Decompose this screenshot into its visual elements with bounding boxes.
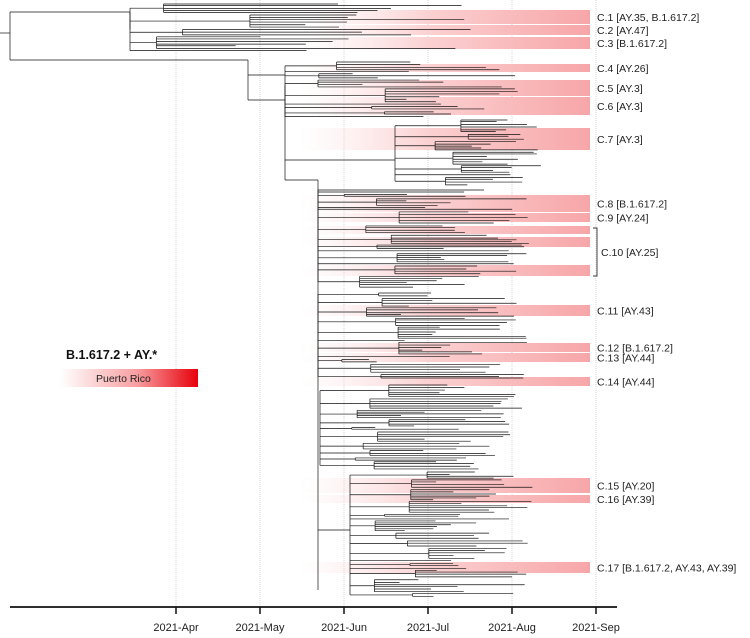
clade-band	[300, 377, 590, 386]
clade-labels: C.1 [AY.35, B.1.617.2]C.2 [AY.47]C.3 [B.…	[593, 12, 736, 575]
clade-bands	[300, 10, 590, 573]
clade-band	[300, 353, 590, 362]
clade-band	[300, 343, 590, 352]
clade-label: C.6 [AY.3]	[597, 101, 643, 113]
clade-band	[300, 305, 590, 316]
clade-band	[300, 478, 590, 493]
clade-label: C.9 [AY.24]	[597, 213, 649, 225]
clade-label: C.8 [B.1.617.2]	[597, 199, 667, 211]
legend-color-bar	[60, 369, 198, 387]
clade-label: C.7 [AY.3]	[597, 134, 643, 146]
axis-tick-label: 2021-Sep	[572, 622, 620, 634]
clade-band	[300, 237, 590, 247]
clade-band	[300, 128, 590, 150]
axis-tick-label: 2021-Jun	[321, 622, 367, 634]
clade-band	[300, 25, 590, 35]
axis-tick-label: 2021-Aug	[488, 622, 536, 634]
legend-bar-label: Puerto Rico	[96, 373, 151, 385]
clade-label: C.12 [B.1.617.2]	[597, 343, 673, 355]
clade-label: C.13 [AY.44]	[597, 353, 654, 365]
axis-tick-label: 2021-May	[236, 622, 285, 634]
clade-label: C.10 [AY.25]	[601, 247, 658, 259]
clade-label: C.3 [B.1.617.2]	[597, 38, 667, 50]
clade-band	[300, 64, 590, 72]
clade-label: C.14 [AY.44]	[597, 377, 654, 389]
axis-tick-label: 2021-Apr	[153, 622, 199, 634]
clade-band	[300, 10, 590, 24]
axis-tick-label: 2021-Jul	[407, 622, 449, 634]
clade-label: C.16 [AY.39]	[597, 494, 654, 506]
time-axis: 2021-Apr 2021-May 2021-Jun 2021-Jul 2021-Aug…	[10, 606, 620, 634]
clade-band	[300, 37, 590, 49]
clade-label: C.2 [AY.47]	[597, 25, 649, 37]
clade-label: C.1 [AY.35, B.1.617.2]	[597, 12, 699, 24]
clade-label: C.4 [AY.26]	[597, 63, 649, 75]
clade-bracket	[593, 227, 598, 277]
legend: B.1.617.2 + AY.* Puerto Rico	[60, 348, 198, 387]
clade-label: C.5 [AY.3]	[597, 83, 643, 95]
clade-band	[300, 97, 590, 115]
tree-branches	[0, 3, 541, 597]
clade-band	[300, 562, 590, 573]
clade-band	[300, 265, 590, 276]
clade-label: C.17 [B.1.617.2, AY.43, AY.39]	[597, 563, 736, 575]
clade-label: C.11 [AY.43]	[597, 306, 654, 318]
legend-title: B.1.617.2 + AY.*	[66, 348, 157, 362]
clade-band	[300, 495, 590, 503]
clade-label: C.15 [AY.20]	[597, 481, 654, 493]
